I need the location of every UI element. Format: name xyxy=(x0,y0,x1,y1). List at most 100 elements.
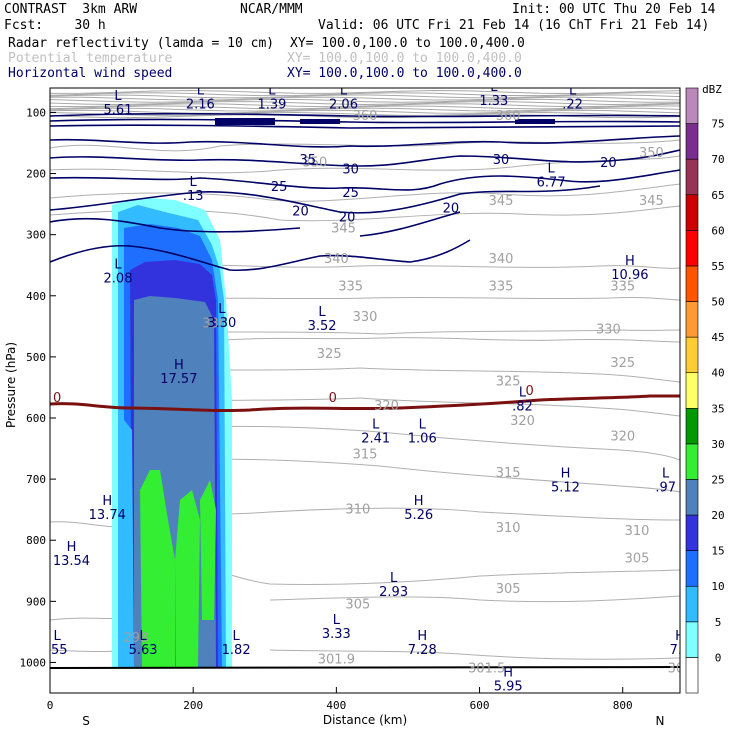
extrema-labels: L5.61L2.16L1.39L2.06L1.33L.22L6.77L.13L2… xyxy=(47,80,685,695)
extremum-value: 2.06 xyxy=(329,98,358,113)
colorbar-level-label: 15 xyxy=(711,545,724,558)
colorbar-swatch xyxy=(685,301,699,338)
extremum-value: 1.82 xyxy=(222,643,251,658)
upper-theta-line xyxy=(50,96,680,101)
zero-contour-label: 0 xyxy=(526,384,534,399)
theta-label: 330 xyxy=(596,322,621,337)
colorbar-swatch xyxy=(685,479,699,516)
extremum-letter: L xyxy=(340,84,348,99)
wind-jet-core xyxy=(215,118,555,125)
colorbar-swatch xyxy=(685,265,699,302)
y-tick-label: 100 xyxy=(26,106,46,119)
theta-label: 325 xyxy=(610,356,635,371)
extremum-value: .82 xyxy=(512,400,533,415)
extremum-value: 3.33 xyxy=(322,627,351,642)
center-label: NCAR/MMM xyxy=(240,2,303,17)
wind-speed-label: 20 xyxy=(600,156,617,171)
upper-theta-line xyxy=(50,98,680,103)
theta-label: 320 xyxy=(510,414,535,429)
theta-label: 325 xyxy=(496,374,521,389)
extremum-value: .55 xyxy=(47,643,68,658)
x-axis-north-label: N xyxy=(656,714,665,728)
extremum-value: 2.16 xyxy=(186,98,215,113)
theta-label: 310 xyxy=(345,503,370,518)
colorbar-level-label: 35 xyxy=(711,402,724,415)
extremum-value: 13.54 xyxy=(53,554,90,569)
extremum-letter: L xyxy=(372,417,380,432)
x-axis-south-label: S xyxy=(82,714,90,728)
extremum-letter: H xyxy=(67,540,77,555)
theta-label: 305 xyxy=(625,552,650,567)
forecast-hour: Fcst: 30 h xyxy=(4,18,106,33)
theta-label: 350 xyxy=(302,156,327,171)
wind-speed-label: 20 xyxy=(339,211,356,226)
upper-theta-line xyxy=(50,107,680,112)
colorbar-level-label: 75 xyxy=(711,118,724,131)
colorbar-swatch xyxy=(685,514,699,551)
extremum-letter: H xyxy=(675,629,685,644)
colorbar-level-label: 25 xyxy=(711,473,724,486)
colorbar-swatch xyxy=(685,407,699,445)
extremum-value: 3.30 xyxy=(207,316,236,331)
colorbar-level-label: 0 xyxy=(715,651,722,664)
theta-label: 335 xyxy=(610,280,635,295)
colorbar-level-label: 55 xyxy=(711,260,724,273)
colorbar-level-label: 60 xyxy=(711,224,724,237)
colorbar-swatch xyxy=(685,443,699,480)
extremum-value: .97 xyxy=(655,480,676,495)
colorbar-level-label: 5 xyxy=(715,616,722,629)
extremum-value: 7.28 xyxy=(408,643,437,658)
theta-label: 301.9 xyxy=(318,652,355,667)
extremum-letter: H xyxy=(561,466,571,481)
extremum-letter: H xyxy=(414,494,424,509)
theta-label: 325 xyxy=(317,347,342,362)
field-1-name: Radar reflectivity (lamda = 10 cm) xyxy=(8,36,275,51)
wind-speed-label: 25 xyxy=(342,186,359,201)
theta-label: 315 xyxy=(496,466,521,481)
wind-speed-label: 35 xyxy=(299,153,316,168)
upper-theta-line xyxy=(50,109,680,114)
y-tick-label: 1000 xyxy=(20,656,47,669)
init-time: Init: 00 UTC Thu 20 Feb 14 xyxy=(512,2,716,17)
field-3-name: Horizontal wind speed xyxy=(8,66,173,81)
y-tick-label: 700 xyxy=(26,473,46,486)
colorbar-level-label: 45 xyxy=(711,331,724,344)
extremum-value: 1.06 xyxy=(408,431,437,446)
wind-speed-label: 20 xyxy=(443,201,460,216)
extremum-letter: L xyxy=(490,80,498,95)
extremum-letter: L xyxy=(233,629,241,644)
theta-label: 310 xyxy=(496,521,521,536)
field-2-name: Potential temperature xyxy=(8,51,173,66)
extremum-letter: L xyxy=(190,175,198,190)
theta-label: 360 xyxy=(496,109,521,124)
y-axis-ticks: 100 200 300 400 500 600 700 800 900 1000 xyxy=(20,106,56,669)
zero-contour-labels: 0 0 0 xyxy=(53,384,534,406)
wind-speed-label: 30 xyxy=(342,162,359,177)
x-tick-label: 200 xyxy=(183,699,203,712)
theta-label: 335 xyxy=(338,280,363,295)
zero-contour-label: 0 xyxy=(53,391,61,406)
extremum-value: 5.95 xyxy=(494,680,523,695)
colorbar-swatch xyxy=(685,585,699,623)
y-axis-label: Pressure (hPa) xyxy=(4,342,18,428)
colorbar-level-label: 30 xyxy=(711,438,724,451)
upper-theta-line xyxy=(50,101,680,106)
extremum-letter: H xyxy=(102,494,112,509)
x-tick-label: 0 xyxy=(47,699,54,712)
theta-label: 310 xyxy=(625,524,650,539)
theta-label: 305 xyxy=(345,597,370,612)
extremum-value: 2.41 xyxy=(361,431,390,446)
plot-frame xyxy=(49,87,681,694)
colorbar-level-label: 70 xyxy=(711,153,724,166)
colorbar-unit: dBZ xyxy=(702,83,722,96)
x-tick-label: 400 xyxy=(326,699,346,712)
extremum-value: 6.77 xyxy=(537,175,566,190)
wind-speed-labels: 35 30 30 20 25 25 20 20 20 xyxy=(271,153,617,225)
upper-theta-line xyxy=(50,92,680,97)
upper-theta-line xyxy=(50,114,680,119)
theta-label: 300 xyxy=(668,662,693,677)
wind-speed-label: 25 xyxy=(271,180,288,195)
colorbar-swatch xyxy=(685,230,699,267)
wind-speed-label: 20 xyxy=(292,204,309,219)
